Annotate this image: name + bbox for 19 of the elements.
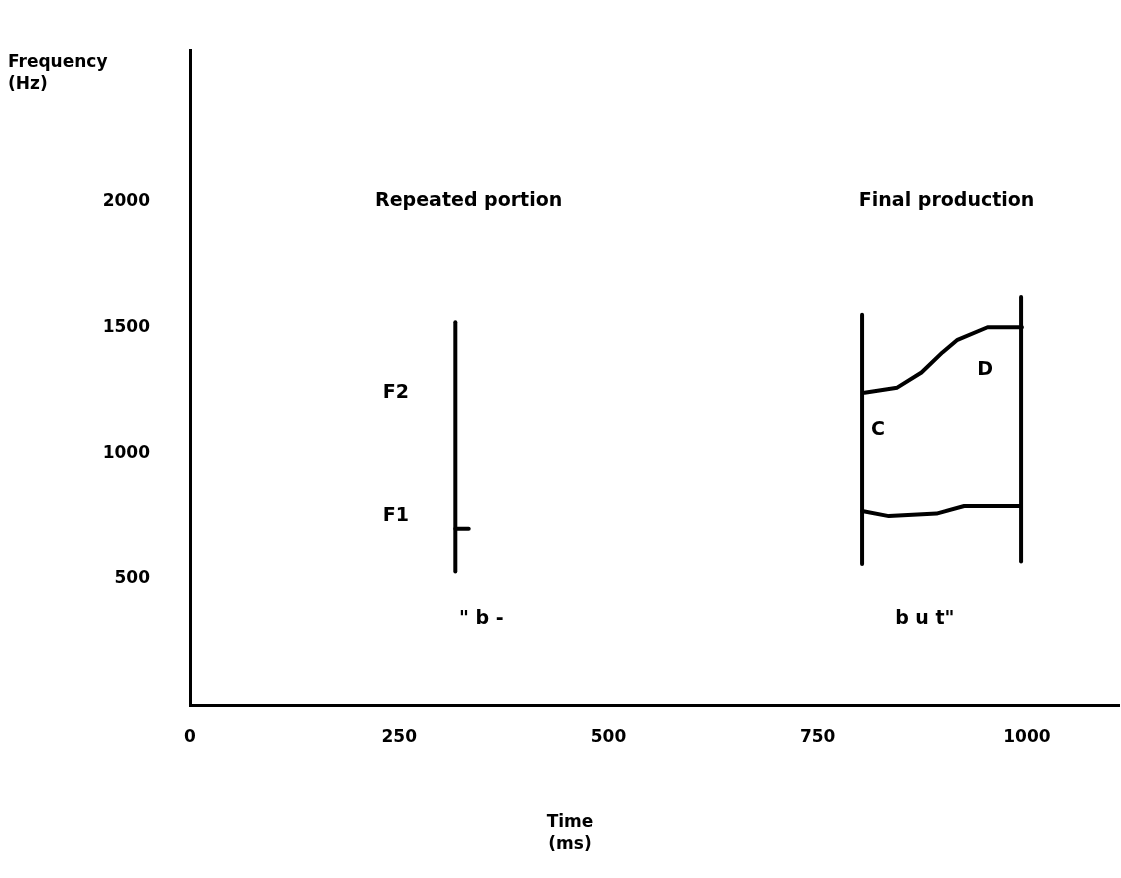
x-tick-label: 500 [590, 725, 627, 746]
y-tick-label: 2000 [102, 189, 151, 210]
annotation: b u t" [895, 606, 955, 629]
annotation: C [870, 417, 885, 440]
annotation: " b - [458, 606, 504, 629]
y-axis-title: Frequency (Hz) [8, 50, 108, 95]
x-tick-label: 1000 [1003, 725, 1051, 746]
annotation: F2 [382, 379, 409, 402]
annotation: Final production [858, 188, 1035, 211]
y-tick-label: 500 [114, 567, 151, 588]
x-axis-title: Time (ms) [545, 810, 595, 855]
x-tick-label: 750 [799, 725, 836, 746]
y-tick-label: 1000 [102, 441, 151, 462]
annotation: Repeated portion [375, 188, 563, 211]
annotation: F1 [382, 503, 409, 526]
x-tick-label: 250 [381, 725, 418, 746]
annotation: D [977, 356, 993, 379]
y-tick-label: 1500 [102, 315, 151, 336]
x-tick-label: 0 [184, 725, 197, 746]
